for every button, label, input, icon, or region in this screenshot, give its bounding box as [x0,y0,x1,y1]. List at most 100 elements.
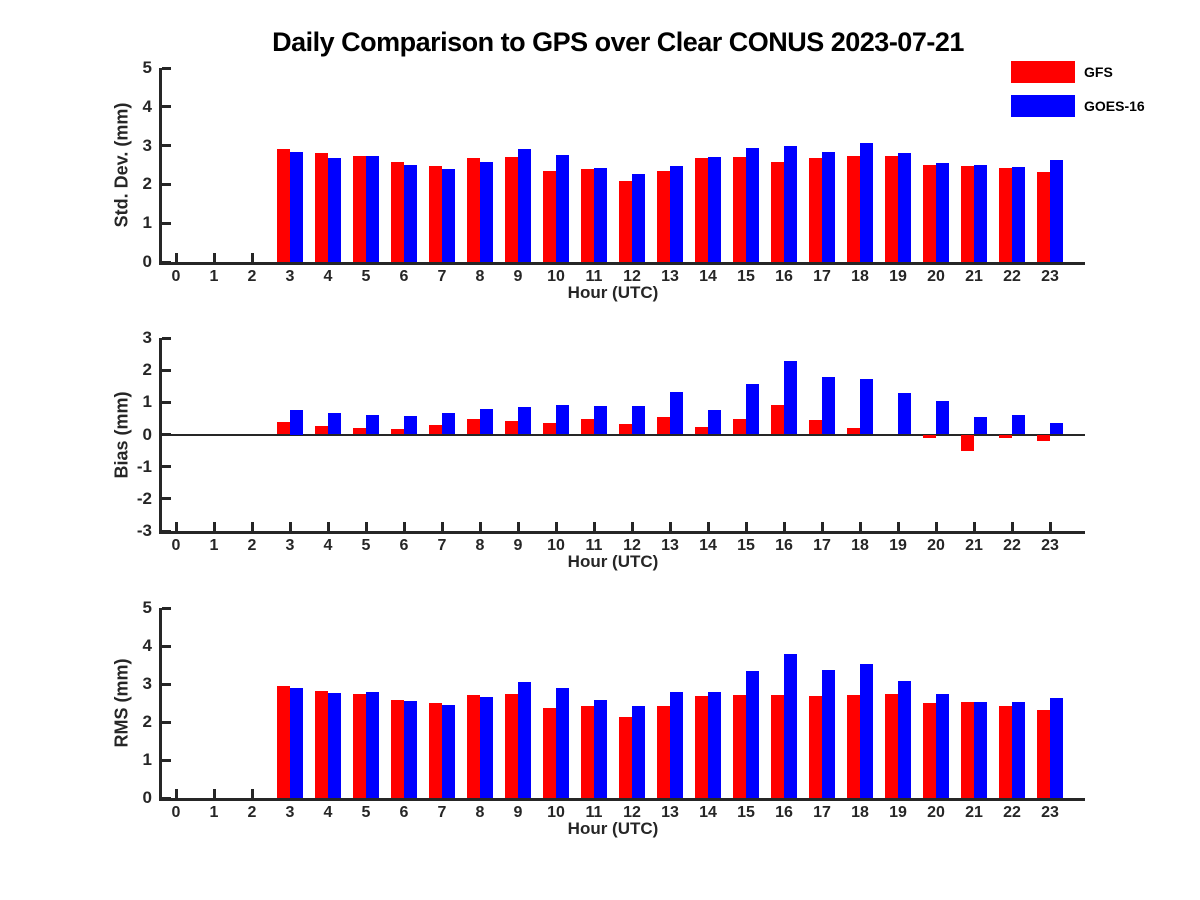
x-tick [212,789,216,798]
rms-x-axis-label: Hour (UTC) [567,819,659,838]
x-tick-label: 19 [889,537,907,554]
bar-gfs-h12 [619,180,632,262]
x-tick [744,522,748,531]
bar-goes-16-h4 [328,693,341,798]
x-tick-label: 17 [813,268,831,285]
x-tick-label: 7 [437,537,447,554]
bar-gfs-h16 [771,695,784,798]
bar-gfs-h3 [277,148,290,262]
bar-gfs-h9 [505,421,518,435]
y-tick [162,497,171,501]
y-tick [162,66,171,70]
bar-goes-16-h4 [328,413,341,435]
x-tick-label: 5 [361,537,371,554]
bar-goes-16-h8 [480,409,493,435]
bar-gfs-h15 [733,695,746,798]
x-tick [212,522,216,531]
bar-gfs-h21 [961,166,974,262]
bar-goes-16-h20 [936,400,949,435]
legend-label-goes16: GOES-16 [1084,98,1145,114]
bar-gfs-h22 [999,434,1012,438]
bar-goes-16-h17 [822,152,835,262]
bar-gfs-h17 [809,420,822,435]
x-tick [782,522,786,531]
x-tick-label: 10 [547,268,565,285]
x-tick-label: 23 [1041,804,1059,821]
y-tick [162,606,171,610]
bar-goes-16-h15 [746,383,759,435]
bar-gfs-h12 [619,423,632,435]
y-tick [162,368,171,372]
x-tick-label: 17 [813,804,831,821]
x-tick [1048,522,1052,531]
y-tick-label: 2 [142,174,152,194]
x-tick-label: 5 [361,268,371,285]
y-tick [162,758,171,762]
bar-goes-16-h20 [936,163,949,262]
x-tick-label: 4 [323,268,333,285]
x-tick-label: 1 [209,804,219,821]
bar-gfs-h5 [353,428,366,435]
bar-goes-16-h16 [784,654,797,798]
x-tick-label: 5 [361,804,371,821]
bar-goes-16-h22 [1012,414,1025,435]
x-tick-label: 3 [285,537,295,554]
x-tick-label: 8 [475,537,485,554]
x-tick-label: 0 [171,268,181,285]
bar-goes-16-h13 [670,165,683,262]
bar-gfs-h9 [505,157,518,262]
bar-gfs-h4 [315,425,328,435]
bar-gfs-h14 [695,695,708,798]
x-tick [440,522,444,531]
bar-gfs-h17 [809,158,822,262]
x-tick [402,522,406,531]
zero-line [162,433,1085,436]
bar-gfs-h18 [847,694,860,798]
y-tick [162,105,171,109]
y-tick-label: 0 [142,252,152,271]
x-tick-label: 1 [209,268,219,285]
bar-gfs-h8 [467,158,480,262]
legend-swatch-gfs [1011,61,1075,83]
x-tick [934,522,938,531]
x-tick-label: 16 [775,537,793,554]
bar-goes-16-h4 [328,158,341,262]
bar-gfs-h19 [885,156,898,262]
bar-goes-16-h18 [860,664,873,798]
bar-gfs-h10 [543,170,556,262]
bar-gfs-h13 [657,706,670,798]
y-tick [162,260,171,264]
bar-goes-16-h9 [518,682,531,798]
x-tick-label: 4 [323,804,333,821]
bar-goes-16-h17 [822,376,835,435]
bar-goes-16-h14 [708,691,721,798]
y-tick-label: -1 [136,456,152,476]
x-tick [516,522,520,531]
y-tick [162,144,171,148]
x-tick-label: 6 [399,537,409,554]
y-tick-label: 3 [142,674,152,693]
x-tick-label: 13 [661,804,679,821]
x-tick [212,253,216,262]
y-tick [162,336,171,340]
bar-goes-16-h6 [404,700,417,798]
x-tick-label: 8 [475,804,485,821]
x-tick-label: 12 [623,804,641,821]
y-axis-line [159,68,162,265]
bar-goes-16-h14 [708,157,721,262]
bar-gfs-h14 [695,158,708,262]
x-tick-label: 12 [623,537,641,554]
bar-goes-16-h12 [632,706,645,798]
x-tick-label: 7 [437,268,447,285]
bar-goes-16-h13 [670,692,683,798]
bar-gfs-h7 [429,703,442,798]
bar-goes-16-h19 [898,392,911,435]
x-tick-label: 18 [851,804,869,821]
x-tick-label: 11 [585,537,603,554]
y-tick [162,221,171,225]
x-tick-label: 3 [285,804,295,821]
bar-goes-16-h8 [480,161,493,262]
x-tick-label: 15 [737,537,755,554]
x-tick-label: 7 [437,804,447,821]
x-tick [174,789,178,798]
